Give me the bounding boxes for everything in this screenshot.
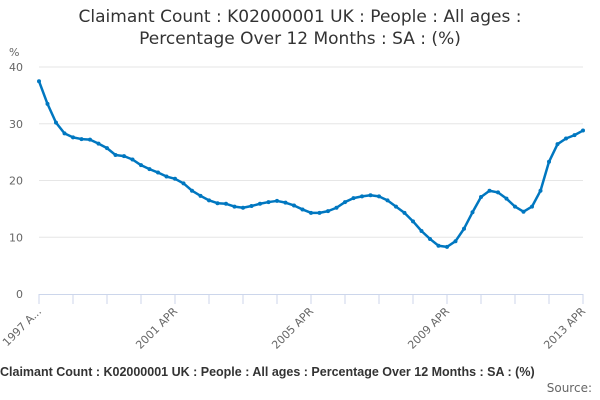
data-point bbox=[360, 194, 364, 199]
data-point bbox=[62, 131, 67, 136]
data-point bbox=[71, 135, 75, 140]
data-point bbox=[215, 201, 220, 206]
data-point bbox=[496, 190, 500, 195]
data-point bbox=[241, 205, 245, 210]
data-point bbox=[317, 210, 322, 215]
data-point bbox=[538, 188, 543, 193]
data-point bbox=[258, 201, 262, 206]
data-point bbox=[164, 174, 169, 179]
data-point bbox=[470, 210, 475, 215]
chart-title: Claimant Count : K02000001 UK : People :… bbox=[0, 6, 600, 50]
data-point bbox=[198, 193, 203, 198]
chart-title-line-2: Percentage Over 12 Months : SA : (%) bbox=[139, 29, 461, 49]
y-tick-label: 20 bbox=[9, 175, 23, 188]
data-point bbox=[555, 142, 560, 147]
data-point bbox=[445, 244, 449, 249]
data-point bbox=[54, 120, 58, 125]
data-point bbox=[564, 136, 568, 141]
data-point bbox=[428, 236, 432, 241]
y-axis-label: % bbox=[9, 46, 19, 59]
data-point bbox=[581, 128, 585, 133]
data-point bbox=[453, 239, 458, 244]
data-point bbox=[79, 137, 84, 142]
data-point bbox=[394, 204, 398, 209]
data-point bbox=[147, 167, 152, 172]
chart-footer: Claimant Count : K02000001 UK : People :… bbox=[0, 365, 535, 379]
x-tick-label: 2005 APR bbox=[269, 305, 316, 352]
data-point bbox=[45, 101, 50, 106]
y-tick-label: 40 bbox=[9, 61, 23, 74]
data-point bbox=[513, 204, 517, 209]
y-tick-label: 10 bbox=[9, 231, 23, 244]
data-point bbox=[37, 79, 41, 84]
x-tick-label: 1997 A... bbox=[0, 305, 44, 349]
y-tick-label: 30 bbox=[9, 118, 23, 131]
data-point bbox=[479, 194, 483, 199]
data-point bbox=[547, 159, 551, 164]
data-point bbox=[266, 200, 271, 205]
data-point bbox=[105, 146, 109, 151]
data-point bbox=[181, 181, 186, 186]
data-point bbox=[96, 141, 101, 146]
data-point bbox=[130, 157, 135, 162]
data-point bbox=[173, 176, 177, 181]
data-point bbox=[232, 204, 237, 209]
data-point bbox=[139, 163, 143, 168]
data-point bbox=[224, 201, 228, 206]
data-point bbox=[113, 152, 118, 157]
data-point bbox=[207, 198, 211, 203]
data-point bbox=[275, 198, 279, 203]
data-point bbox=[419, 229, 424, 234]
data-point bbox=[402, 210, 407, 215]
data-point bbox=[377, 194, 381, 199]
data-point bbox=[572, 133, 577, 138]
data-point bbox=[249, 204, 254, 209]
data-point bbox=[122, 154, 126, 159]
data-point bbox=[530, 204, 534, 209]
data-point bbox=[411, 219, 415, 224]
data-point bbox=[436, 243, 441, 248]
data-point bbox=[521, 209, 526, 214]
data-point bbox=[487, 188, 492, 193]
data-point bbox=[368, 193, 373, 198]
data-point bbox=[504, 196, 509, 201]
x-tick-label: 2001 APR bbox=[133, 305, 180, 352]
data-point bbox=[334, 205, 339, 210]
data-point bbox=[156, 170, 160, 175]
data-point bbox=[190, 188, 194, 193]
source-label: Source: bbox=[546, 381, 592, 395]
chart-title-line-1: Claimant Count : K02000001 UK : People :… bbox=[78, 7, 522, 27]
data-point bbox=[300, 207, 305, 212]
data-point bbox=[309, 210, 313, 215]
data-point bbox=[283, 200, 288, 205]
data-point bbox=[292, 203, 296, 208]
y-tick-label: 0 bbox=[16, 288, 23, 301]
data-point bbox=[88, 137, 92, 142]
data-point bbox=[385, 198, 390, 203]
data-point bbox=[462, 226, 466, 231]
data-point bbox=[343, 200, 347, 205]
data-point bbox=[351, 196, 356, 201]
data-point bbox=[326, 209, 330, 214]
x-tick-label: 2013 APR bbox=[541, 305, 588, 352]
x-tick-label: 2009 APR bbox=[405, 305, 452, 352]
series-line bbox=[37, 80, 584, 249]
